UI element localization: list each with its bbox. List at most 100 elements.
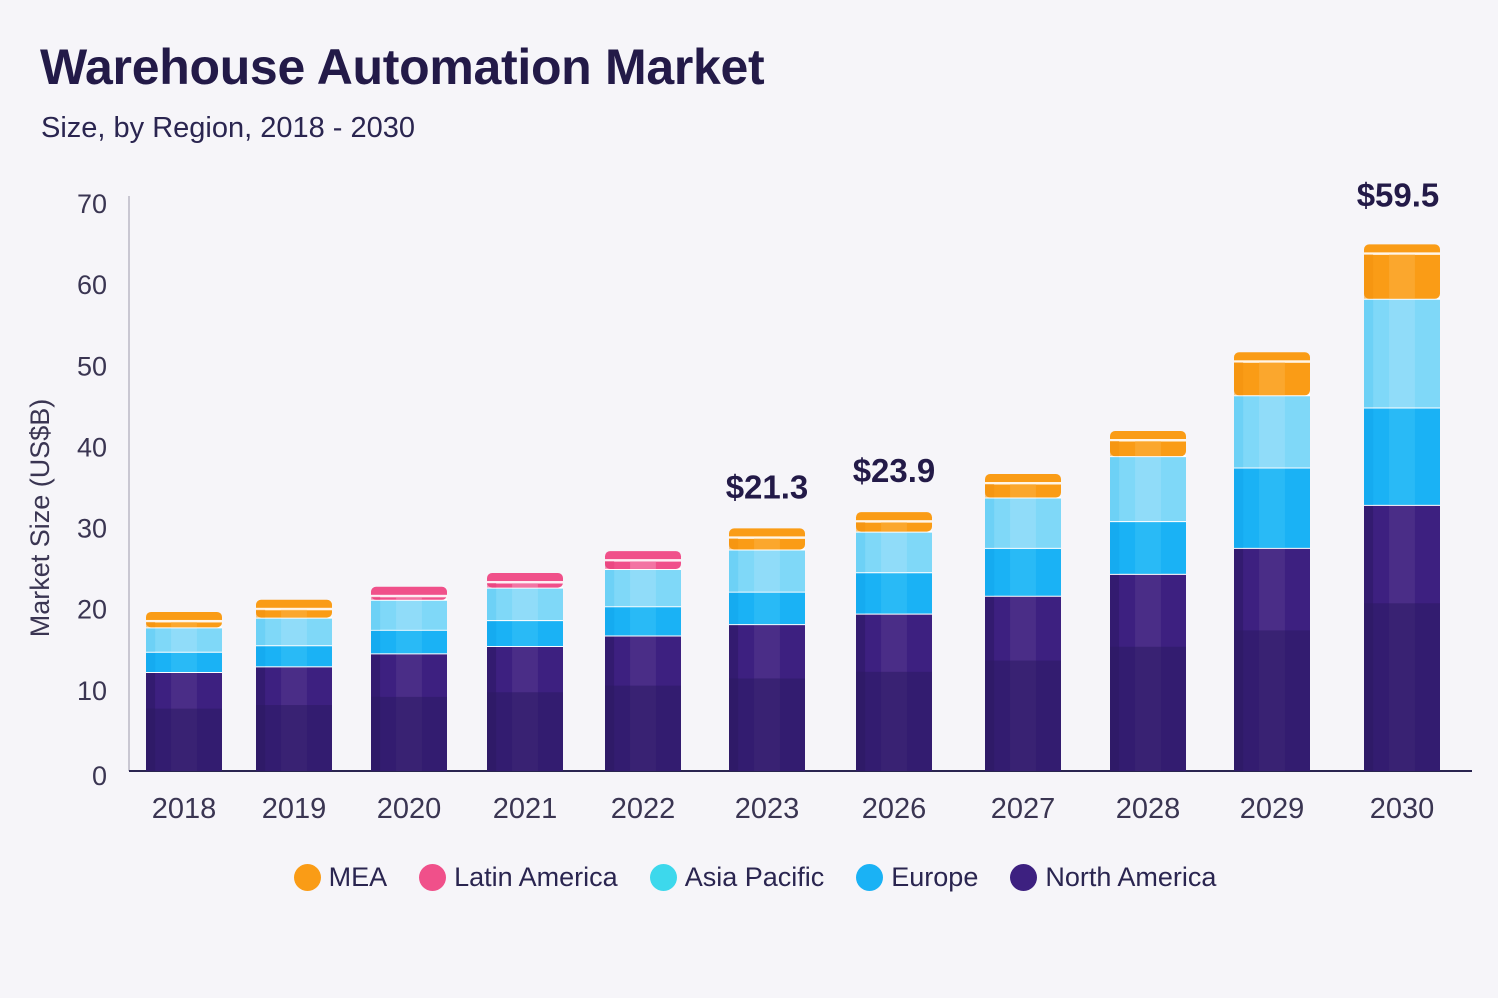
x-tick-label-2028: 2028 xyxy=(1116,793,1181,825)
bar-edge-asia-pacific-2028 xyxy=(1110,456,1120,522)
legend-label-asia-pacific: Asia Pacific xyxy=(684,862,825,892)
bar-shade-mea-2019 xyxy=(281,609,307,618)
legend-swatch-europe xyxy=(856,864,884,891)
bar-shade-asia-pacific-2019 xyxy=(281,617,307,646)
bar-edge-europe-2023 xyxy=(729,591,739,625)
bar-edge-mea-2028 xyxy=(1110,441,1120,457)
legend-label-latin-america: Latin America xyxy=(454,862,618,892)
bar-top-highlight-2018 xyxy=(146,619,222,623)
bar-shade-latin-america-2022 xyxy=(630,561,656,569)
bar-shade-asia-pacific-2028 xyxy=(1135,456,1161,522)
bar-band-north-america-2019 xyxy=(256,705,332,771)
total-label-2030: $59.5 xyxy=(1357,176,1440,213)
x-tick-label-2027: 2027 xyxy=(991,793,1056,825)
bar-segment-asia-pacific-2028 xyxy=(1110,456,1186,522)
bar-edge-asia-pacific-2027 xyxy=(985,497,995,548)
y-tick-label: 0 xyxy=(92,761,107,791)
bar-band-north-america-2028 xyxy=(1110,646,1186,771)
bar-edge-europe-2021 xyxy=(487,620,497,647)
y-tick-label: 40 xyxy=(77,432,107,462)
bar-shade-asia-pacific-2021 xyxy=(512,587,538,621)
legend-swatch-latin-america xyxy=(419,864,447,891)
bar-edge-europe-2027 xyxy=(985,547,995,596)
bar-shade-asia-pacific-2022 xyxy=(630,568,656,607)
bar-segment-mea-2027 xyxy=(985,474,1061,498)
bar-shade-mea-2030 xyxy=(1389,254,1415,299)
legend-label-mea: MEA xyxy=(328,862,388,892)
bar-edge-latin-america-2022 xyxy=(605,561,615,569)
bar-segment-europe-2026 xyxy=(856,572,932,614)
bar-shade-europe-2026 xyxy=(881,572,907,614)
legend-label-north-america: North America xyxy=(1045,862,1217,892)
legend-item-europe: Europe xyxy=(856,862,978,893)
y-tick-label: 10 xyxy=(77,676,107,706)
bar-segment-latin-america-2021 xyxy=(487,573,563,588)
bar-edge-asia-pacific-2030 xyxy=(1364,298,1374,408)
bar-shade-europe-2027 xyxy=(1010,547,1036,596)
x-tick-label-2023: 2023 xyxy=(735,793,800,825)
bar-segment-asia-pacific-2018 xyxy=(146,627,222,652)
x-tick-label-2019: 2019 xyxy=(262,793,327,825)
bar-band-north-america-2018 xyxy=(146,708,222,771)
y-tick-label: 20 xyxy=(77,595,107,625)
legend-swatch-asia-pacific xyxy=(649,864,677,891)
bar-segment-europe-2027 xyxy=(985,547,1061,596)
legend-swatch-north-america xyxy=(1010,864,1038,891)
bar-edge-mea-2027 xyxy=(985,484,995,498)
bar-segment-europe-2029 xyxy=(1234,467,1310,548)
bar-shade-europe-2029 xyxy=(1259,467,1285,548)
x-tick-label-2026: 2026 xyxy=(862,793,927,825)
bar-edge-mea-2029 xyxy=(1234,362,1244,396)
bar-band-north-america-2022 xyxy=(605,685,681,771)
y-tick-label: 50 xyxy=(77,351,107,381)
bar-segment-mea-2029 xyxy=(1234,352,1310,396)
bar-segment-asia-pacific-2019 xyxy=(256,617,332,646)
bar-shade-europe-2021 xyxy=(512,620,538,647)
bar-edge-europe-2030 xyxy=(1364,407,1374,505)
bar-segment-asia-pacific-2030 xyxy=(1364,298,1440,408)
bar-shade-latin-america-2020 xyxy=(396,596,422,600)
y-tick-label: 70 xyxy=(77,189,107,219)
legend-item-mea: MEA xyxy=(293,862,388,893)
bar-edge-asia-pacific-2026 xyxy=(856,531,866,573)
bar-top-highlight-2019 xyxy=(256,607,332,611)
bar-top-highlight-2028 xyxy=(1110,439,1186,442)
bar-edge-latin-america-2021 xyxy=(487,583,497,588)
legend-item-asia-pacific: Asia Pacific xyxy=(649,862,825,893)
bar-edge-europe-2028 xyxy=(1110,521,1120,574)
bar-edge-mea-2018 xyxy=(146,621,156,628)
bar-shade-europe-2023 xyxy=(754,591,780,625)
bar-shade-europe-2018 xyxy=(171,651,197,673)
bar-shade-asia-pacific-2026 xyxy=(881,531,907,573)
bar-edge-asia-pacific-2018 xyxy=(146,627,156,652)
total-label-2023: $21.3 xyxy=(726,468,809,505)
bar-segment-mea-2030 xyxy=(1364,244,1440,299)
bar-edge-mea-2019 xyxy=(256,609,266,618)
bar-shade-europe-2022 xyxy=(630,606,656,636)
bar-edge-latin-america-2020 xyxy=(371,596,381,600)
bar-band-north-america-2027 xyxy=(985,660,1061,771)
x-tick-label-2021: 2021 xyxy=(493,793,558,825)
bar-shade-asia-pacific-2030 xyxy=(1389,298,1415,408)
bar-edge-asia-pacific-2021 xyxy=(487,587,497,621)
bar-segment-mea-2018 xyxy=(146,611,222,628)
bar-top-highlight-2026 xyxy=(856,520,932,523)
y-tick-label: 60 xyxy=(77,270,107,300)
legend-item-north-america: North America xyxy=(1010,862,1216,893)
legend-swatch-mea xyxy=(293,864,321,891)
bar-top-highlight-2020 xyxy=(371,594,447,598)
bar-shade-asia-pacific-2027 xyxy=(1010,497,1036,548)
bar-edge-asia-pacific-2019 xyxy=(256,617,266,646)
bar-segment-europe-2023 xyxy=(729,591,805,625)
y-axis-title: Market Size (US$B) xyxy=(25,399,55,638)
bar-edge-europe-2019 xyxy=(256,645,266,667)
bar-segment-mea-2028 xyxy=(1110,431,1186,457)
bar-segment-asia-pacific-2020 xyxy=(371,599,447,630)
bar-segment-asia-pacific-2029 xyxy=(1234,395,1310,468)
chart-legend: MEA Latin America Asia Pacific Europe No… xyxy=(0,862,1498,893)
bar-shade-asia-pacific-2029 xyxy=(1259,395,1285,468)
total-label-2026: $23.9 xyxy=(853,452,936,489)
bar-top-highlight-2022 xyxy=(605,559,681,562)
y-tick-label: 30 xyxy=(77,514,107,544)
